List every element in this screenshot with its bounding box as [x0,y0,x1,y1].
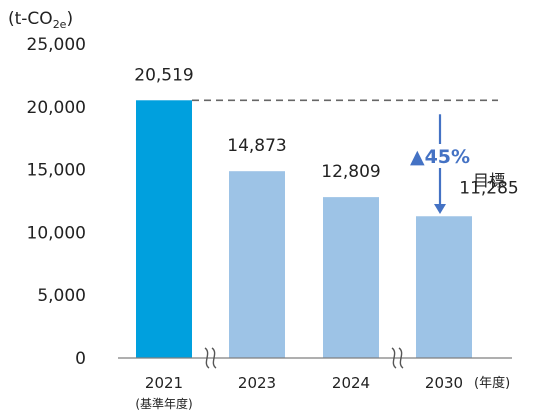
y-tick-label: 10,000 [27,223,86,243]
y-unit-subscript: 2e [53,18,67,31]
category-label-2021: 2021 [145,374,183,392]
y-unit-suffix: ) [66,9,73,29]
y-tick-label: 25,000 [27,35,86,55]
bar-2021 [136,100,192,358]
data-label-2021: 20,519 [134,65,193,85]
down-arrow-icon [434,204,446,214]
axis-break-mark [391,347,397,369]
y-unit-label: (t-CO2e) [8,9,73,31]
axis-break-mark [398,347,404,369]
bar-2024 [323,197,379,358]
target-label: 目標 [473,171,505,190]
axis-break-mark [211,347,217,369]
y-tick-label: 20,000 [27,98,86,118]
y-tick-label: 0 [75,349,86,369]
y-axis-ticks: 0 5,000 10,000 15,000 20,000 25,000 [27,35,86,369]
reduction-percentage-label: ▲45% [410,146,470,168]
value-labels-group: 20,519 14,873 12,809 11,285 [134,65,518,198]
x-unit-label: (年度) [474,375,510,391]
bar-2023 [229,171,285,358]
y-unit-prefix: (t-CO [8,9,53,29]
category-label-2023: 2023 [238,374,276,392]
category-note: (基準年度) [135,396,192,411]
bars-group [136,100,472,358]
category-labels-group: 2021 (基準年度) 2023 2024 2030 [135,374,463,411]
category-label-2024: 2024 [332,374,370,392]
axis-break-mark [204,347,210,369]
data-label-2024: 12,809 [321,162,380,182]
reduction-annotation: ▲45% [410,114,470,214]
category-label-2030: 2030 [425,374,463,392]
data-label-2030: 11,285 [459,178,518,198]
bar-2030 [416,216,472,358]
axis-breaks-group [204,347,404,369]
y-tick-label: 5,000 [37,286,86,306]
data-label-2023: 14,873 [227,136,286,156]
y-tick-label: 15,000 [27,161,86,181]
